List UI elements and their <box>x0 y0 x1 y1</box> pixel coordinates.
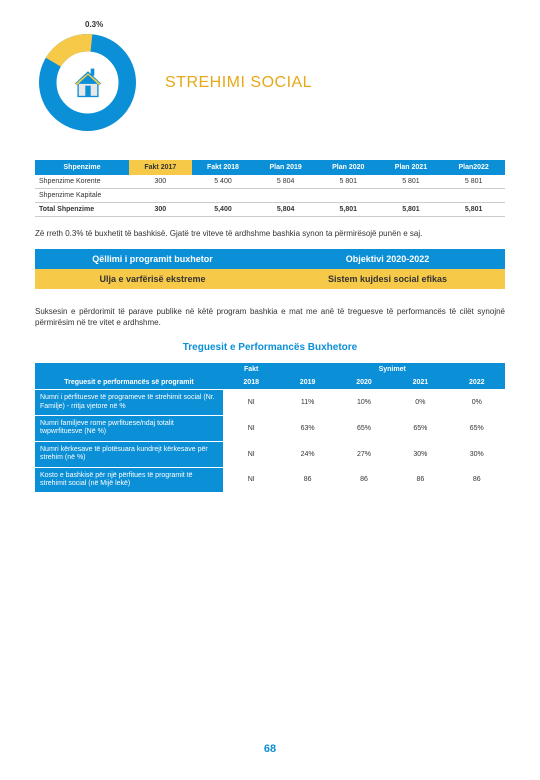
table-cell: 5,801 <box>380 203 443 217</box>
group-header: Fakt <box>223 363 279 376</box>
expenditure-table: Shpenzime Fakt 2017 Fakt 2018 Plan 2019 … <box>35 160 505 217</box>
table-cell <box>254 189 317 203</box>
table-cell <box>380 189 443 203</box>
value-cell: 10% <box>336 390 392 416</box>
col-header: Plan 2020 <box>317 160 380 175</box>
table-cell: 5,400 <box>192 203 255 217</box>
obj-header: Objektivi 2020-2022 <box>270 249 505 269</box>
perf-group-header: Treguesit e performancës së programit Fa… <box>35 363 505 376</box>
paragraph-2: Suksesin e përdorimit të parave publike … <box>35 307 505 328</box>
section-title: Treguesit e Performancës Buxhetore <box>35 342 505 353</box>
performance-table: Treguesit e performancës së programit Fa… <box>35 363 505 492</box>
col-header: Plan 2021 <box>380 160 443 175</box>
col-header: Fakt 2018 <box>192 160 255 175</box>
table-row: Shpenzime Korente3005 4005 8045 8015 801… <box>35 175 505 189</box>
year-header: 2019 <box>279 376 335 390</box>
year-header: 2021 <box>392 376 448 390</box>
donut-label: 0.3% <box>85 20 103 29</box>
obj-cell: Ulja e varfërisë ekstreme <box>35 269 270 289</box>
value-cell: NI <box>223 390 279 416</box>
paragraph-1: Zë rreth 0.3% të buxhetit të bashkisë. G… <box>35 229 505 239</box>
col-header: Plan2022 <box>442 160 505 175</box>
value-cell: NI <box>223 441 279 467</box>
indicator-label: Numri kërkesave të plotësuara kundrejt k… <box>35 441 223 467</box>
value-cell: 86 <box>449 467 505 492</box>
table-row: Numri kërkesave të plotësuara kundrejt k… <box>35 441 505 467</box>
indicator-label: Numri i përfituesve të programeve të str… <box>35 390 223 416</box>
table-row: Total Shpenzime3005,4005,8045,8015,8015,… <box>35 203 505 217</box>
house-icon <box>65 60 110 105</box>
page-number: 68 <box>264 743 276 755</box>
value-cell: 0% <box>392 390 448 416</box>
table-row: Numri i përfituesve të programeve të str… <box>35 390 505 416</box>
table-cell: 300 <box>129 203 192 217</box>
page-title: STREHIMI SOCIAL <box>165 74 312 92</box>
indicator-label: Numri familjeve rome pwrfituese/ndaj tot… <box>35 415 223 441</box>
table-cell <box>442 189 505 203</box>
table-cell: 5 801 <box>317 175 380 189</box>
value-cell: 86 <box>336 467 392 492</box>
indicator-header: Treguesit e performancës së programit <box>35 363 223 390</box>
value-cell: 30% <box>392 441 448 467</box>
table-cell: 300 <box>129 175 192 189</box>
table-row: Shpenzime Kapitale <box>35 189 505 203</box>
group-header: Synimet <box>279 363 505 376</box>
table-row: Numri familjeve rome pwrfituese/ndaj tot… <box>35 415 505 441</box>
obj-cell: Sistem kujdesi social efikas <box>270 269 505 289</box>
year-header: 2020 <box>336 376 392 390</box>
table-cell: 5,804 <box>254 203 317 217</box>
value-cell: 27% <box>336 441 392 467</box>
value-cell: 24% <box>279 441 335 467</box>
value-cell: 63% <box>279 415 335 441</box>
obj-header: Qëllimi i programit buxhetor <box>35 249 270 269</box>
donut-chart: 0.3% <box>35 30 140 135</box>
value-cell: NI <box>223 467 279 492</box>
value-cell: 65% <box>392 415 448 441</box>
year-header: 2022 <box>449 376 505 390</box>
table-row: Kosto e bashkisë për një përfitues të pr… <box>35 467 505 492</box>
col-header: Fakt 2017 <box>129 160 192 175</box>
value-cell: 86 <box>279 467 335 492</box>
table-cell <box>192 189 255 203</box>
table-cell: Shpenzime Kapitale <box>35 189 129 203</box>
col-header: Shpenzime <box>35 160 129 175</box>
value-cell: 86 <box>392 467 448 492</box>
table-cell: 5 400 <box>192 175 255 189</box>
table-cell <box>317 189 380 203</box>
table-cell <box>129 189 192 203</box>
table-cell: Total Shpenzime <box>35 203 129 217</box>
col-header: Plan 2019 <box>254 160 317 175</box>
header-row: 0.3% STREHIMI SOCIAL <box>35 30 505 135</box>
table-cell: Shpenzime Korente <box>35 175 129 189</box>
value-cell: NI <box>223 415 279 441</box>
value-cell: 65% <box>449 415 505 441</box>
year-header: 2018 <box>223 376 279 390</box>
value-cell: 65% <box>336 415 392 441</box>
table-cell: 5,801 <box>442 203 505 217</box>
table-header-row: Shpenzime Fakt 2017 Fakt 2018 Plan 2019 … <box>35 160 505 175</box>
value-cell: 30% <box>449 441 505 467</box>
objective-table: Qëllimi i programit buxhetor Objektivi 2… <box>35 249 505 289</box>
table-cell: 5 801 <box>380 175 443 189</box>
table-cell: 5 801 <box>442 175 505 189</box>
table-cell: 5 804 <box>254 175 317 189</box>
value-cell: 11% <box>279 390 335 416</box>
indicator-label: Kosto e bashkisë për një përfitues të pr… <box>35 467 223 492</box>
table-cell: 5,801 <box>317 203 380 217</box>
value-cell: 0% <box>449 390 505 416</box>
